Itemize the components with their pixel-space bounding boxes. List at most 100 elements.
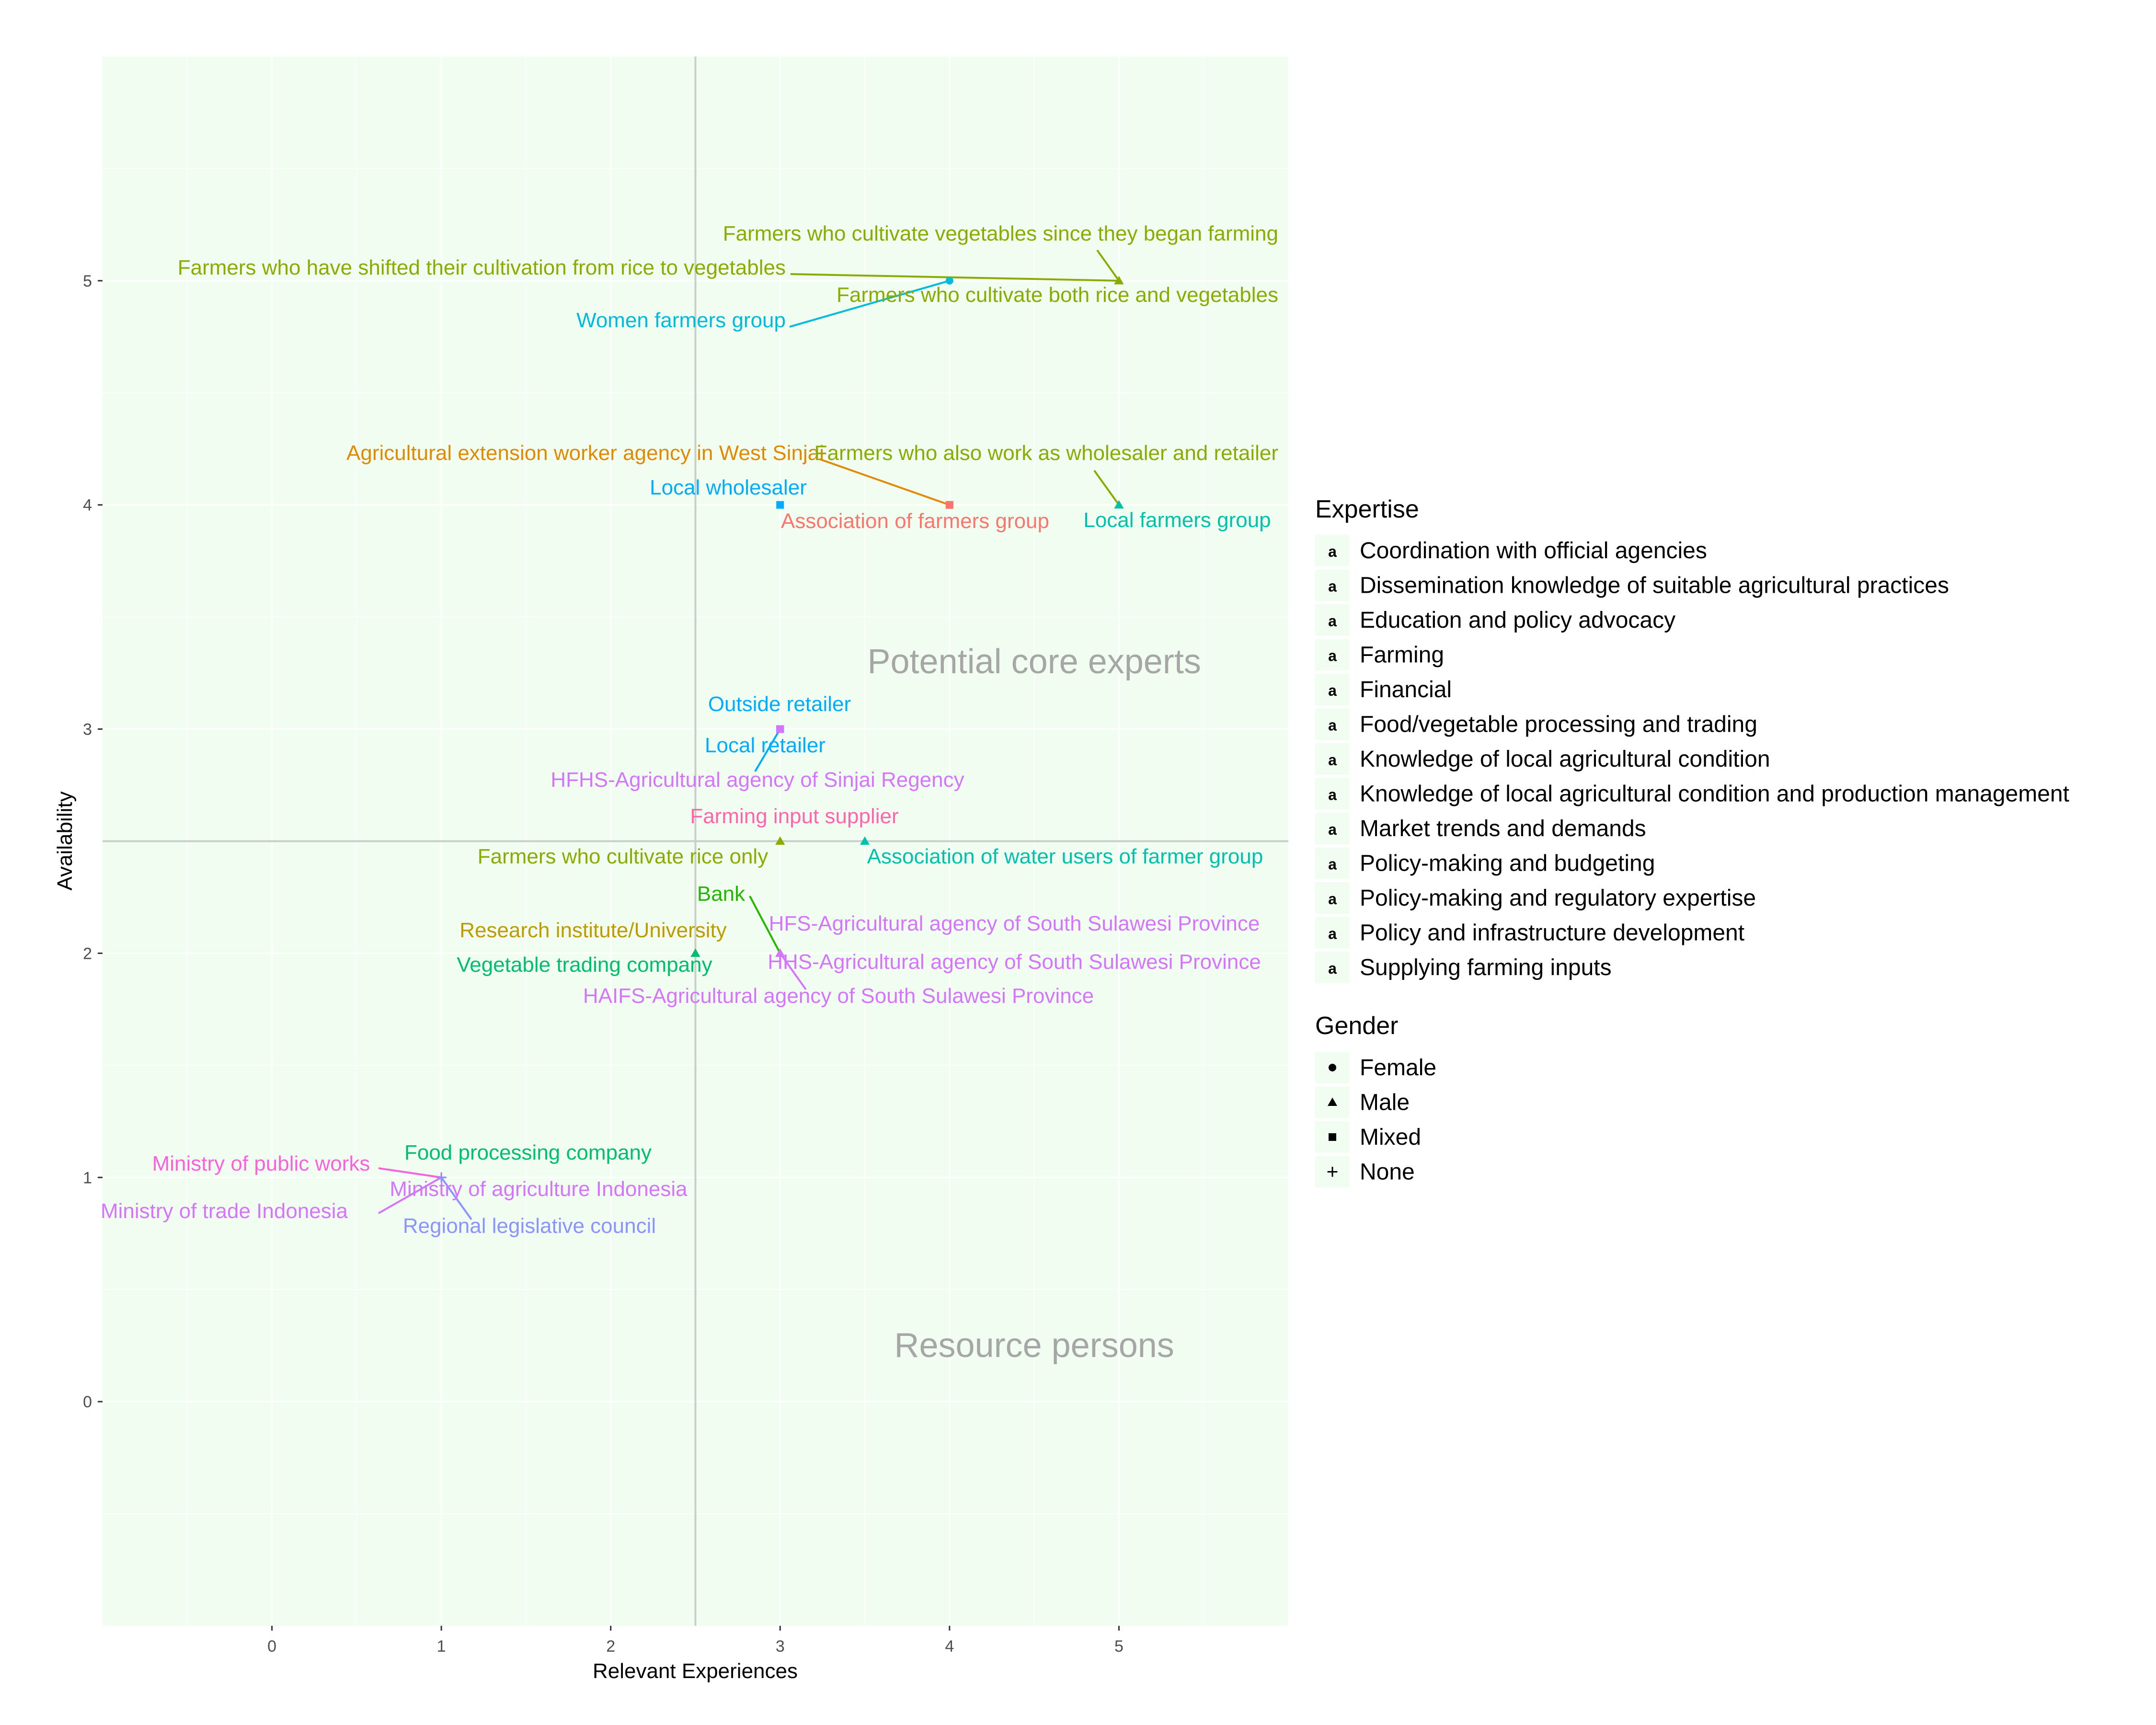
point-label: Farmers who also work as wholesaler and …	[814, 441, 1278, 465]
legend-label-expertise: Food/vegetable processing and trading	[1360, 712, 1757, 737]
point-label: Local wholesaler	[650, 476, 807, 499]
y-axis-title: Availability	[53, 791, 77, 890]
y-tick-label: 5	[83, 272, 92, 290]
point-label: Research institute/University	[459, 919, 727, 942]
legend-key-bg	[1315, 708, 1350, 740]
data-point	[945, 501, 953, 509]
label-leader-lines	[378, 249, 1120, 1220]
point-label: Food processing company	[404, 1141, 652, 1164]
data-point	[775, 948, 785, 957]
point-label: Vegetable trading company	[457, 953, 712, 977]
legend-key-bg	[1315, 535, 1350, 566]
point-label: HFHS-Agricultural agency of Sinjai Regen…	[550, 768, 964, 792]
legend-label-gender: None	[1360, 1160, 1415, 1185]
point-labels: Farmers who cultivate vegetables since t…	[101, 222, 1278, 1238]
data-point	[436, 1172, 447, 1183]
data-point	[945, 276, 953, 285]
legend-key-bg	[1315, 813, 1350, 844]
point-label: Ministry of agriculture Indonesia	[390, 1177, 688, 1201]
point-label: HHS-Agricultural agency of South Sulawes…	[768, 950, 1261, 974]
legend-key-bg	[1315, 847, 1350, 879]
legend-key-glyph: a	[1328, 717, 1337, 734]
legend-key-glyph: a	[1328, 960, 1337, 977]
legend-key-bg	[1315, 604, 1350, 636]
legend-label-expertise: Policy and infrastructure development	[1360, 920, 1744, 946]
legend-label-expertise: Dissemination knowledge of suitable agri…	[1360, 573, 1949, 598]
y-tick-label: 1	[83, 1169, 92, 1187]
point-label: Outside retailer	[708, 692, 851, 716]
legend-key-glyph: a	[1328, 786, 1337, 804]
region-labels: Potential core experts Resource persons	[867, 643, 1201, 1365]
point-label: Farming input supplier	[690, 805, 898, 828]
legend-key-bg	[1315, 639, 1350, 671]
leader-line	[789, 279, 950, 328]
legend-key-shape	[1329, 1064, 1336, 1071]
point-label: Women farmers group	[576, 309, 786, 332]
legend-label-expertise: Farming	[1360, 643, 1444, 668]
x-tick-label: 3	[776, 1637, 785, 1656]
legend-label-expertise: Market trends and demands	[1360, 816, 1646, 841]
legend-key-bg	[1315, 882, 1350, 914]
leader-line	[754, 728, 781, 772]
legend-key-glyph: a	[1328, 751, 1337, 769]
legend-key-glyph: a	[1328, 543, 1337, 560]
legend-key-glyph: a	[1328, 647, 1337, 665]
leader-line	[749, 896, 781, 954]
leader-line	[440, 1177, 472, 1220]
legend-key-glyph: a	[1328, 821, 1337, 838]
legend-label-expertise: Financial	[1360, 677, 1452, 702]
leader-line	[1096, 249, 1120, 282]
point-label: Regional legislative council	[403, 1214, 656, 1238]
point-label: HAIFS-Agricultural agency of South Sulaw…	[583, 984, 1094, 1008]
point-label: Farmers who cultivate both rice and vege…	[837, 283, 1278, 307]
y-tick-label: 2	[83, 944, 92, 963]
legend-label-expertise: Policy-making and budgeting	[1360, 851, 1655, 876]
data-point	[776, 501, 784, 509]
legend-key-glyph: a	[1328, 578, 1337, 595]
legend-key-bg	[1315, 917, 1350, 949]
data-point	[860, 836, 870, 845]
point-label: Agricultural extension worker agency in …	[346, 441, 824, 465]
point-label: Ministry of public works	[152, 1152, 370, 1175]
legend-key-glyph: a	[1328, 856, 1337, 873]
x-axis-title: Relevant Experiences	[593, 1659, 798, 1683]
legend-label-expertise: Policy-making and regulatory expertise	[1360, 886, 1756, 911]
legend-label-gender: Female	[1360, 1055, 1436, 1081]
y-tick-label: 3	[83, 721, 92, 739]
legend-key-glyph: a	[1328, 925, 1337, 943]
x-tick-label: 2	[606, 1637, 615, 1656]
point-label: Farmers who cultivate vegetables since t…	[723, 222, 1278, 245]
data-points	[436, 276, 1124, 1183]
gender-legend-title: Gender	[1315, 1012, 1398, 1040]
leader-line	[790, 273, 1119, 282]
y-tick-label: 0	[83, 1393, 92, 1411]
x-tick-label: 0	[267, 1637, 276, 1656]
x-tick-label: 1	[437, 1637, 446, 1656]
data-point	[776, 725, 784, 733]
legend: Expertise Gender a Coordination with offi…	[1315, 495, 2069, 1188]
point-label: Association of farmers group	[781, 509, 1049, 533]
legend-key-bg	[1315, 674, 1350, 705]
expertise-legend-title: Expertise	[1315, 495, 1419, 523]
legend-label-expertise: Supplying farming inputs	[1360, 955, 1612, 980]
legend-label-gender: Mixed	[1360, 1125, 1421, 1150]
leader-line	[378, 1167, 442, 1179]
data-point	[775, 836, 785, 845]
legend-key-glyph: a	[1328, 682, 1337, 699]
point-label: HFS-Agricultural agency of South Sulawes…	[769, 912, 1260, 935]
reference-lines	[103, 57, 1288, 1626]
legend-label-expertise: Education and policy advocacy	[1360, 608, 1675, 633]
data-point	[690, 948, 700, 957]
point-label: Local farmers group	[1083, 508, 1271, 532]
point-label: Farmers who cultivate rice only	[478, 845, 768, 868]
legend-key-shape	[1328, 1097, 1337, 1106]
leader-line	[819, 458, 950, 506]
legend-label-expertise: Knowledge of local agricultural conditio…	[1360, 747, 1770, 772]
legend-label-gender: Male	[1360, 1090, 1410, 1116]
leader-line	[779, 953, 807, 990]
legend-key-bg	[1315, 743, 1350, 775]
y-tick-label: 4	[83, 496, 92, 515]
point-label: Farmers who have shifted their cultivati…	[178, 256, 786, 279]
legend-label-expertise: Coordination with official agencies	[1360, 538, 1707, 564]
